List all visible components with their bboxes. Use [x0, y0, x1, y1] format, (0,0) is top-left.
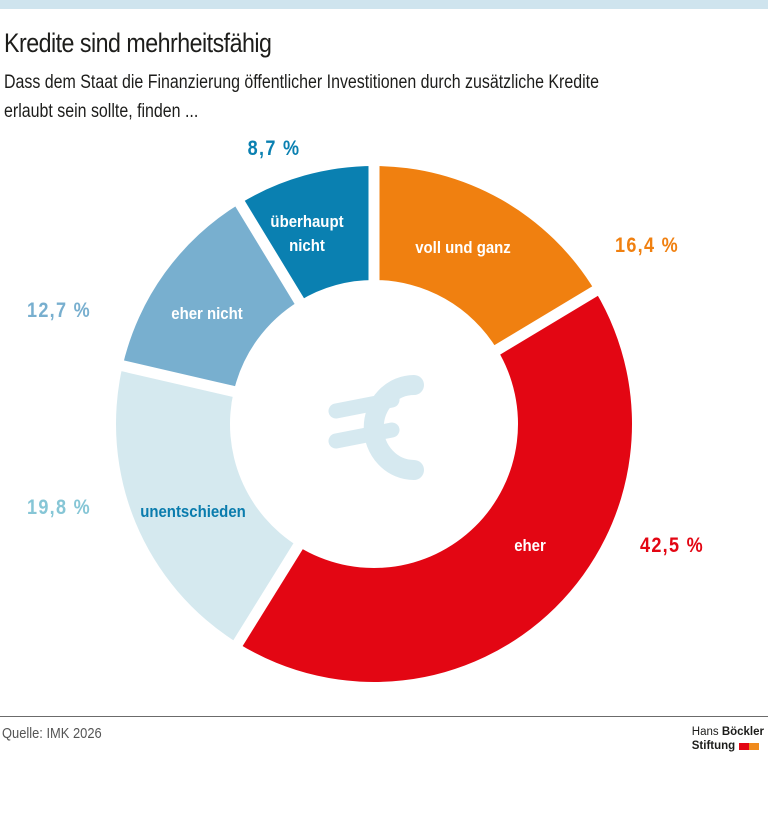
segment-label-line: eher nicht: [171, 304, 243, 323]
donut-segments: [116, 166, 632, 682]
segment-separator: [233, 197, 306, 308]
segment-label: eher nicht: [171, 302, 243, 326]
subtitle-line-2: erlaubt sein sollte, finden ...: [4, 101, 199, 122]
top-band: [0, 0, 768, 9]
segment-label: eher: [514, 534, 546, 558]
percent-label: 19,8 %: [27, 496, 91, 519]
percent-label: 8,7 %: [247, 137, 301, 160]
segment-label-line: unentschieden: [140, 502, 246, 521]
logo-square-red: [739, 742, 750, 750]
segment-separator: [231, 540, 305, 650]
segment-label: unentschieden: [140, 500, 246, 524]
segment-label-line: überhaupt: [270, 212, 344, 231]
donut-segment-unentschieden: [116, 365, 299, 644]
donut-segment-überhaupt-nicht: [240, 166, 374, 301]
logo-text-regular: Hans: [691, 726, 722, 738]
footer-divider: [0, 716, 768, 717]
segment-label: überhaupt nicht: [270, 210, 343, 258]
chart-subtitle: Dass dem Staat die Finanzierung öffentli…: [4, 68, 642, 126]
segment-separator: [491, 284, 602, 357]
percent-label: 12,7 %: [27, 299, 91, 322]
segment-separators: [117, 162, 602, 650]
donut-segment-voll-und-ganz: [374, 166, 596, 350]
percent-label: 42,5 %: [640, 534, 704, 557]
logo-text-stiftung: Stiftung: [691, 740, 736, 752]
logo-square-orange: [749, 742, 760, 750]
segment-label-line: voll und ganz: [415, 238, 511, 257]
segment-label-line: eher: [514, 536, 546, 555]
donut-segment-eher-nicht: [122, 203, 300, 392]
subtitle-line-1: Dass dem Staat die Finanzierung öffentli…: [4, 72, 599, 93]
percent-label: 16,4 %: [615, 234, 679, 257]
segment-label: voll und ganz: [415, 236, 511, 260]
segment-label-line: nicht: [289, 236, 325, 255]
source-note: Quelle: IMK 2026: [2, 725, 102, 742]
donut-segment-eher: [237, 291, 632, 682]
hans-boeckler-logo: Hans Böckler Stiftung: [692, 725, 764, 753]
chart-title: Kredite sind mehrheitsfähig: [4, 28, 272, 58]
euro-icon: [328, 375, 424, 480]
logo-text-bold: Böckler: [721, 726, 764, 738]
segment-separator: [117, 359, 239, 398]
